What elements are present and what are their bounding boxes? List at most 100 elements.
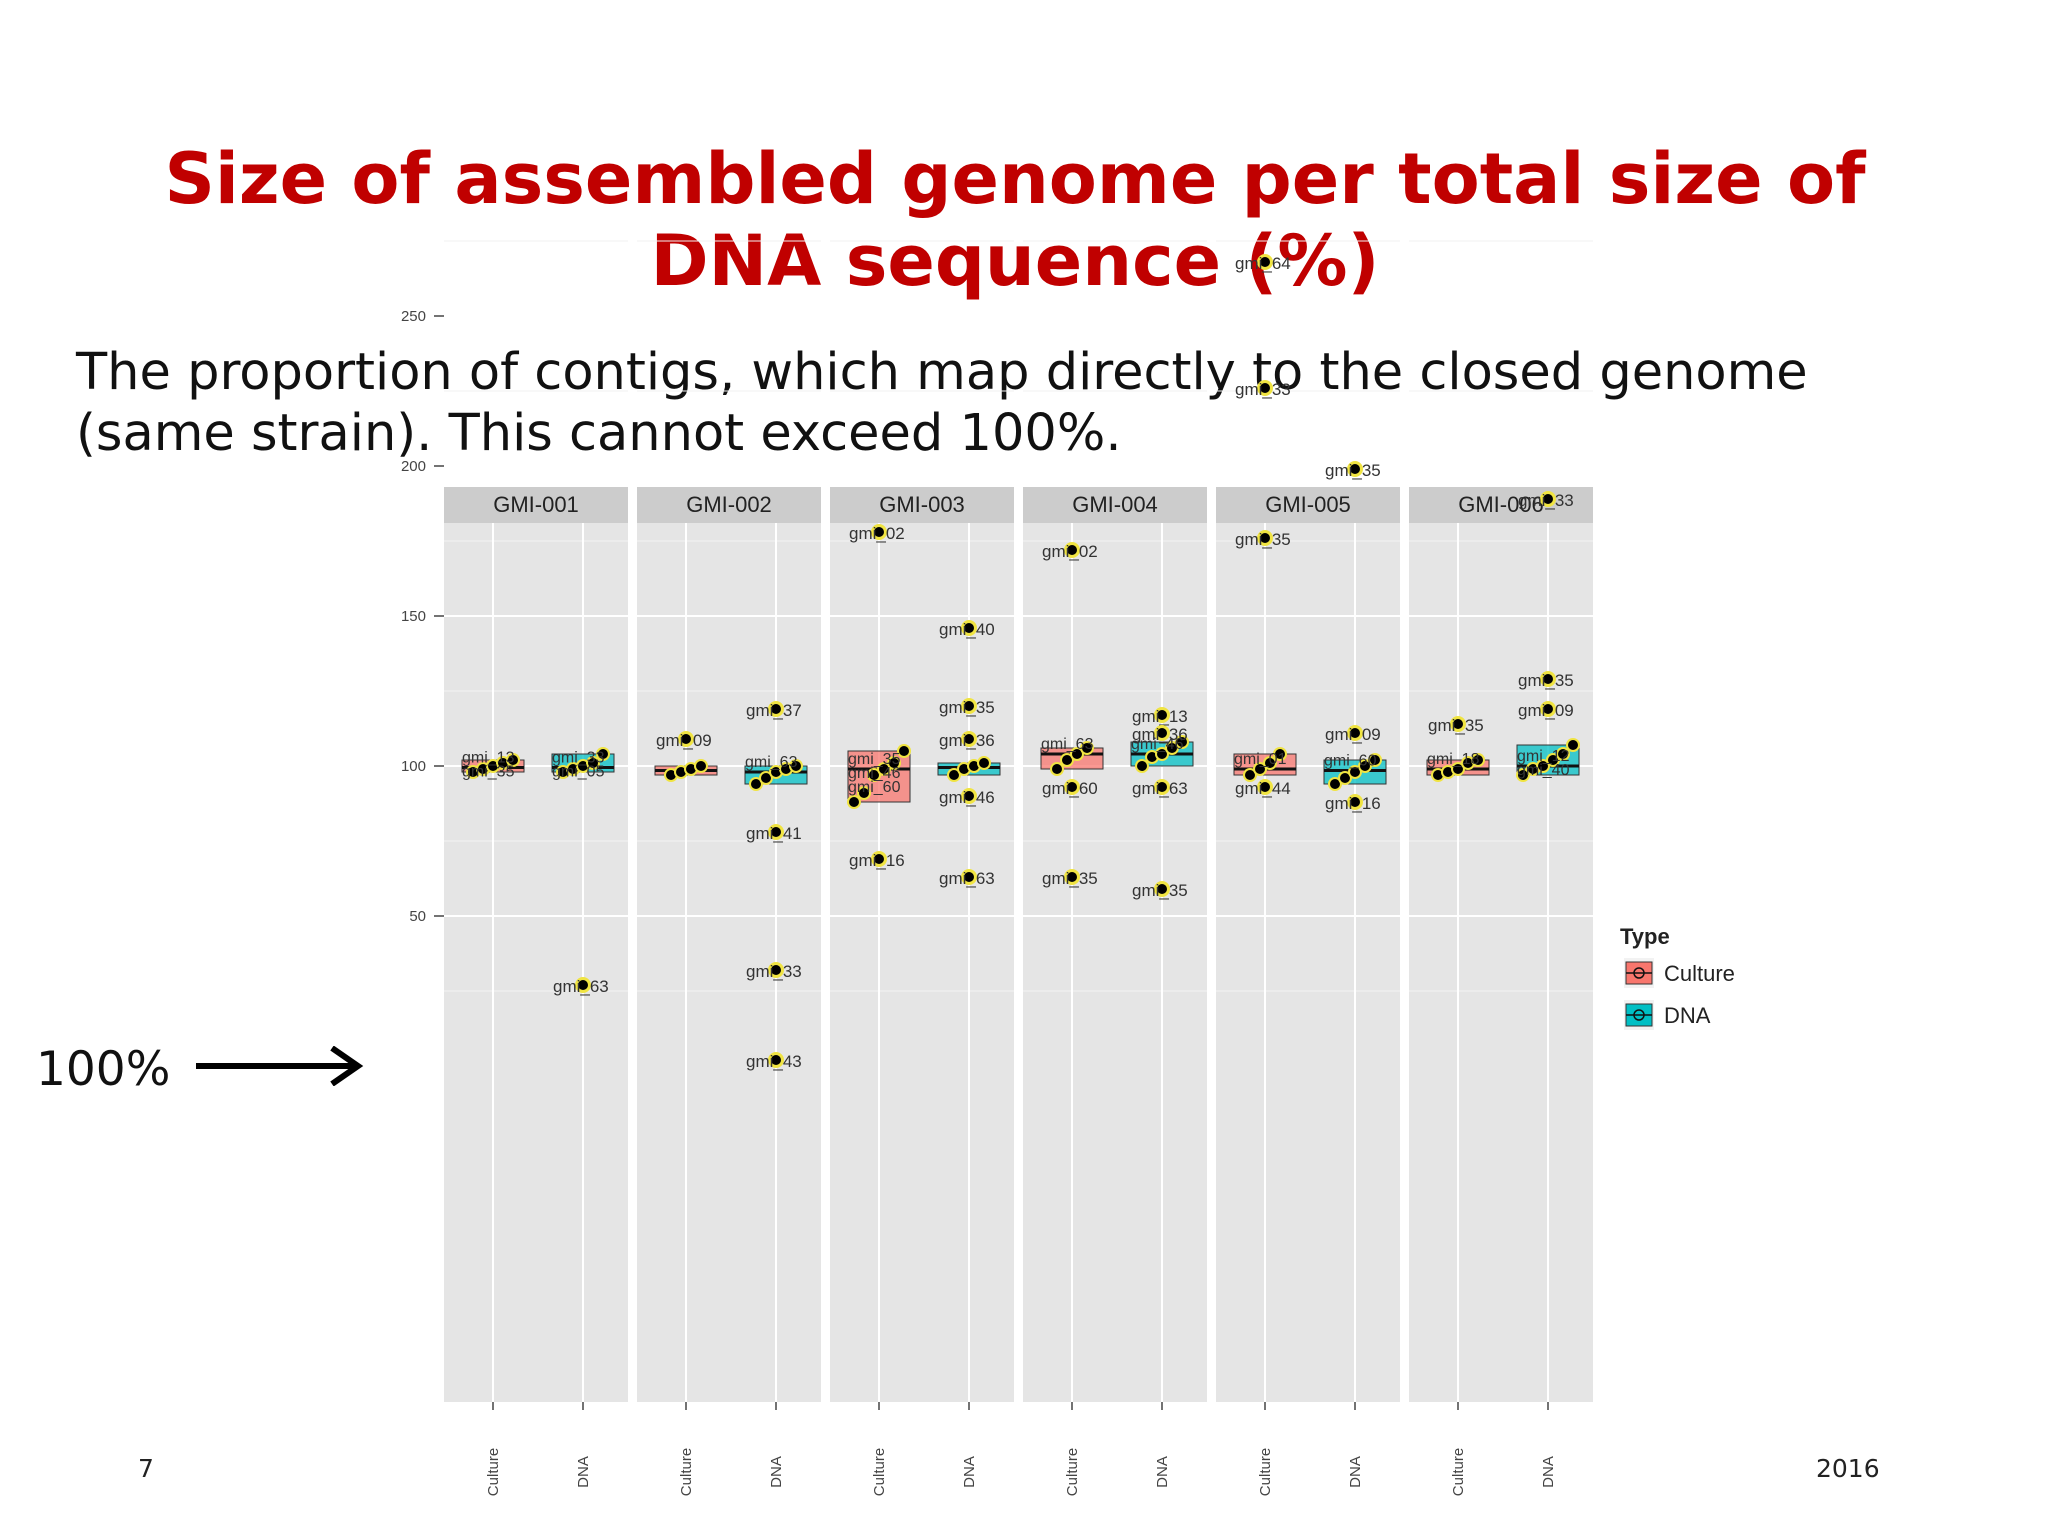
cluster-label: gmi_40 — [1517, 762, 1570, 779]
data-point — [879, 764, 889, 774]
data-point — [1350, 728, 1360, 738]
cluster-label: gmi_60 — [1324, 753, 1377, 770]
page-number: 7 — [138, 1454, 154, 1483]
data-point — [1082, 743, 1092, 753]
facet-panel — [830, 523, 1014, 1402]
data-point — [1543, 704, 1553, 714]
data-point — [959, 764, 969, 774]
data-point — [1137, 761, 1147, 771]
x-tick-label: Culture — [1257, 1448, 1274, 1496]
data-label: gmi_46 — [939, 788, 995, 807]
data-point — [1453, 764, 1463, 774]
data-point — [1370, 755, 1380, 765]
cluster-label: gmi_33 — [552, 750, 605, 767]
data-point — [666, 770, 676, 780]
data-point — [478, 764, 488, 774]
data-point — [1275, 749, 1285, 759]
facet-panel — [1023, 523, 1207, 1402]
y-tick-label: 200 — [401, 458, 426, 475]
data-point — [969, 761, 979, 771]
data-point — [771, 1055, 781, 1065]
legend-entry: DNA — [1664, 1003, 1711, 1028]
data-point — [568, 764, 578, 774]
cluster-label: gmi_13 — [462, 750, 515, 767]
data-label: gmi_43 — [746, 1052, 802, 1071]
x-tick-label: DNA — [961, 1456, 978, 1488]
legend-key-point — [1633, 1009, 1645, 1021]
data-point — [1067, 872, 1077, 882]
legend-title: Type — [1620, 924, 1670, 949]
data-point — [1350, 767, 1360, 777]
facet-label: GMI-006 — [1458, 492, 1544, 517]
data-point — [1260, 257, 1270, 267]
data-point — [1350, 464, 1360, 474]
data-label: gmi_36 — [1132, 725, 1188, 744]
data-point — [771, 704, 781, 714]
data-point — [771, 827, 781, 837]
hundred-percent-annotation: 100% — [36, 1042, 171, 1097]
data-point — [889, 758, 899, 768]
data-label: gmi_02 — [1042, 542, 1098, 561]
data-label: gmi_35 — [939, 698, 995, 717]
cluster-label: gmi_12 — [1517, 748, 1570, 765]
data-label: gmi_35 — [1325, 461, 1381, 480]
data-point — [1157, 782, 1167, 792]
facet-strip — [1023, 487, 1207, 523]
cluster-label: gmi_05 — [552, 764, 605, 781]
data-point — [1543, 494, 1553, 504]
data-label: gmi_16 — [849, 851, 905, 870]
facet-label: GMI-004 — [1072, 492, 1158, 517]
data-point — [1340, 773, 1350, 783]
data-point — [1260, 782, 1270, 792]
data-point — [681, 734, 691, 744]
cluster-label: gmi_63 — [745, 754, 798, 771]
data-point — [791, 761, 801, 771]
data-point — [1177, 737, 1187, 747]
data-label: gmi_63 — [939, 869, 995, 888]
y-tick-label: 250 — [401, 308, 426, 325]
data-point — [964, 791, 974, 801]
right-arrow-icon — [196, 1046, 364, 1086]
data-point — [1147, 752, 1157, 762]
data-point — [1052, 764, 1062, 774]
cluster-label: gmi_46 — [848, 765, 901, 782]
facet-strip — [637, 487, 821, 523]
x-tick-label: DNA — [1347, 1456, 1364, 1488]
facet-strip — [1216, 487, 1400, 523]
facet-panel — [1409, 523, 1593, 1402]
data-point — [874, 527, 884, 537]
data-label: gmi_35 — [1235, 530, 1291, 549]
data-point — [964, 623, 974, 633]
data-point — [1067, 545, 1077, 555]
data-label: gmi_36 — [939, 731, 995, 750]
cluster-label: gmi_63 — [1041, 736, 1094, 753]
data-point — [849, 797, 859, 807]
data-point — [1260, 383, 1270, 393]
data-label: gmi_35 — [1132, 881, 1188, 900]
x-tick-label: DNA — [575, 1456, 592, 1488]
y-tick-label: 150 — [401, 608, 426, 625]
data-point — [1167, 743, 1177, 753]
facet-strip — [444, 487, 628, 523]
data-point — [1067, 782, 1077, 792]
data-label: gmi_41 — [746, 824, 802, 843]
x-tick-label: Culture — [485, 1448, 502, 1496]
data-point — [696, 761, 706, 771]
data-point — [869, 770, 879, 780]
x-tick-label: Culture — [871, 1448, 888, 1496]
data-point — [1265, 758, 1275, 768]
data-point — [899, 746, 909, 756]
cluster-label: gmi_60 — [848, 779, 901, 796]
data-label: gmi_13 — [1132, 707, 1188, 726]
data-point — [1528, 764, 1538, 774]
cluster-label: gmi_35 — [462, 764, 515, 781]
data-point — [1255, 764, 1265, 774]
data-point — [498, 758, 508, 768]
slide-body-text: The proportion of contigs, which map dir… — [76, 342, 1996, 464]
data-label: gmi_09 — [1518, 701, 1574, 720]
x-tick-label: DNA — [1154, 1456, 1171, 1488]
legend-key-point — [1633, 967, 1645, 979]
data-label: gmi_35 — [1518, 671, 1574, 690]
data-point — [558, 767, 568, 777]
body-line-1: The proportion of contigs, which map dir… — [76, 343, 1808, 402]
